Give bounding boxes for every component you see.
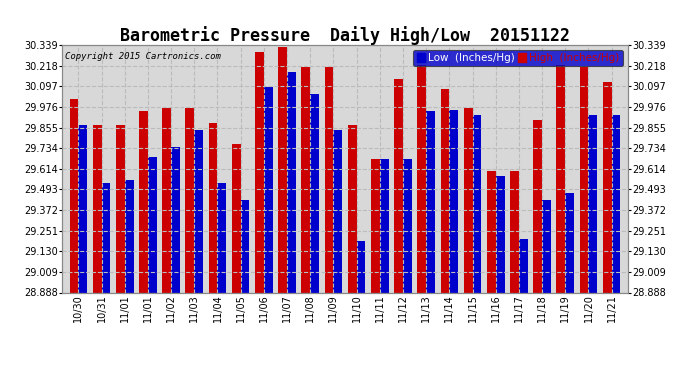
Bar — [542, 200, 551, 292]
Legend: Low  (Inches/Hg), High  (Inches/Hg): Low (Inches/Hg), High (Inches/Hg) — [413, 50, 622, 66]
Bar — [79, 125, 87, 292]
Bar — [324, 67, 333, 292]
Bar — [371, 159, 380, 292]
Bar — [426, 111, 435, 292]
Bar — [495, 176, 504, 292]
Bar — [186, 108, 195, 292]
Bar — [162, 108, 171, 292]
Bar — [464, 108, 473, 292]
Bar — [473, 115, 482, 292]
Bar — [449, 110, 458, 292]
Bar — [487, 171, 495, 292]
Bar — [417, 65, 426, 292]
Bar — [116, 125, 125, 292]
Bar — [92, 125, 101, 292]
Bar — [510, 171, 519, 292]
Bar — [603, 82, 611, 292]
Bar — [348, 125, 357, 292]
Bar — [394, 79, 403, 292]
Bar — [403, 159, 412, 292]
Bar — [565, 193, 574, 292]
Bar — [333, 130, 342, 292]
Bar — [357, 241, 366, 292]
Bar — [589, 115, 598, 292]
Bar — [241, 200, 250, 292]
Bar — [148, 158, 157, 292]
Bar — [101, 183, 110, 292]
Bar — [302, 67, 310, 292]
Bar — [287, 72, 296, 292]
Bar — [580, 67, 589, 292]
Bar — [310, 94, 319, 292]
Bar — [195, 130, 203, 292]
Bar — [440, 89, 449, 292]
Bar — [217, 183, 226, 292]
Bar — [70, 99, 79, 292]
Bar — [278, 46, 287, 292]
Bar — [264, 87, 273, 292]
Bar — [139, 111, 148, 292]
Bar — [611, 115, 620, 292]
Title: Barometric Pressure  Daily High/Low  20151122: Barometric Pressure Daily High/Low 20151… — [120, 26, 570, 45]
Bar — [533, 120, 542, 292]
Bar — [171, 147, 180, 292]
Bar — [519, 239, 528, 292]
Bar — [232, 144, 241, 292]
Bar — [255, 52, 264, 292]
Text: Copyright 2015 Cartronics.com: Copyright 2015 Cartronics.com — [65, 53, 221, 62]
Bar — [380, 159, 388, 292]
Bar — [208, 123, 217, 292]
Bar — [125, 180, 134, 292]
Bar — [556, 65, 565, 292]
